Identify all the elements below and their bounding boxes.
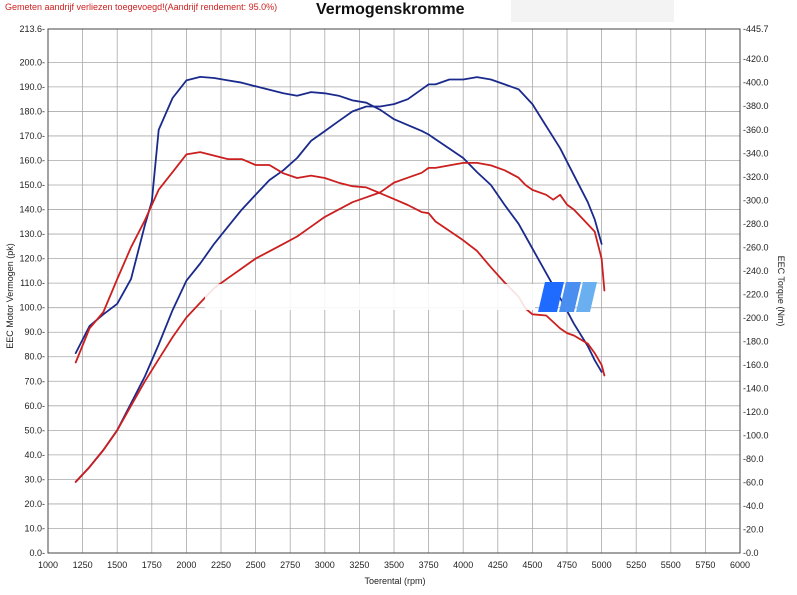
y2-tick-labels: -0.0 -20.0 -40.0 -60.0 -80.0 -100.0 -120.0 -140…	[743, 24, 769, 558]
x-tick-label: 3500	[384, 560, 404, 570]
y2-tick-label: -20.0	[743, 524, 764, 534]
plot-frame	[47, 28, 741, 554]
y-tick-label: 213.6-	[19, 24, 45, 34]
watermark-band	[205, 284, 535, 310]
y2-tick-label: -80.0	[743, 454, 764, 464]
y-tick-label: 130.0-	[19, 229, 45, 239]
y-tick-label: 190.0-	[19, 82, 45, 92]
y2-tick-label: -380.0	[743, 101, 769, 111]
y2-tick-label: -140.0	[743, 383, 769, 393]
y-tick-label: 20.0-	[24, 499, 45, 509]
logo-dark-stripe	[538, 282, 564, 312]
y2-tick-label: -320.0	[743, 172, 769, 182]
x-tick-label: 2500	[246, 560, 266, 570]
series-line-power-blue	[74, 76, 603, 483]
y-tick-label: 180.0-	[19, 106, 45, 116]
y-tick-label: 170.0-	[19, 131, 45, 141]
x-tick-label: 2000	[176, 560, 196, 570]
x-tick-label: 5500	[661, 560, 681, 570]
x-axis-label: Toerental (rpm)	[364, 576, 425, 586]
x-tick-label: 3750	[419, 560, 439, 570]
x-tick-label: 5750	[695, 560, 715, 570]
y2-tick-label: -360.0	[743, 125, 769, 135]
x-tick-label: 1250	[73, 560, 93, 570]
y2-tick-label: -400.0	[743, 78, 769, 88]
y2-tick-label: -120.0	[743, 407, 769, 417]
y2-tick-label: -160.0	[743, 360, 769, 370]
y2-tick-label: -280.0	[743, 219, 769, 229]
y2-tick-label: -240.0	[743, 266, 769, 276]
y-tick-label: 60.0-	[24, 401, 45, 411]
y2-tick-label: -220.0	[743, 289, 769, 299]
y-tick-label: 110.0-	[20, 278, 45, 288]
x-tick-label: 2750	[280, 560, 300, 570]
x-tick-label: 4000	[453, 560, 473, 570]
x-tick-label: 1500	[107, 560, 127, 570]
y-tick-label: 120.0-	[19, 254, 45, 264]
series-line-power-red	[74, 161, 606, 483]
y-axis-label: EEC Motor Vermogen (pk)	[5, 243, 15, 349]
y-tick-label: 0.0-	[29, 548, 45, 558]
y-tick-label: 50.0-	[24, 425, 45, 435]
x-tick-label: 4750	[557, 560, 577, 570]
y2-tick-label: -300.0	[743, 195, 769, 205]
y-tick-label: 90.0-	[24, 327, 45, 337]
y2-tick-label: -180.0	[743, 336, 769, 346]
x-tick-label: 6000	[730, 560, 750, 570]
x-tick-label: 2250	[211, 560, 231, 570]
y-tick-labels: 0.0- 10.0- 20.0- 30.0- 40.0- 50.0- 60.0- 70.0- 8…	[19, 24, 45, 558]
y-tick-label: 150.0-	[19, 180, 45, 190]
y2-tick-label: -445.7	[743, 24, 769, 34]
y-tick-label: 140.0-	[19, 205, 45, 215]
x-tick-label: 3000	[315, 560, 335, 570]
y-tick-label: 30.0-	[24, 474, 45, 484]
y-tick-label: 10.0-	[24, 523, 45, 533]
y2-tick-label: -260.0	[743, 242, 769, 252]
y2-tick-label: -340.0	[743, 148, 769, 158]
logo-light-stripe	[576, 282, 597, 312]
y-tick-label: 80.0-	[24, 352, 45, 362]
y-tick-label: 200.0-	[19, 57, 45, 67]
x-tick-labels: 1000 1250 1500 1750 2000 2250 2500 2750 3000 3250…	[38, 560, 750, 570]
series-line-torque-red	[74, 151, 606, 377]
y2-tick-label: -200.0	[743, 313, 769, 323]
watermark-logo	[205, 282, 597, 312]
x-tick-label: 3250	[349, 560, 369, 570]
logo-mid-stripe	[559, 282, 581, 312]
chart-title: Vermogenskromme	[316, 1, 465, 18]
y2-tick-label: -100.0	[743, 430, 769, 440]
y2-tick-label: -0.0	[743, 548, 759, 558]
x-tick-label: 5250	[626, 560, 646, 570]
x-tick-label: 4250	[488, 560, 508, 570]
y-tick-label: 70.0-	[24, 376, 45, 386]
y-tick-label: 40.0-	[24, 450, 45, 460]
series-line-torque-blue	[74, 76, 603, 373]
series-lines	[74, 76, 606, 483]
drivetrain-loss-note: Gemeten aandrijf verliezen toegevoegd!(A…	[5, 2, 278, 12]
y2-axis-label: EEC Torque (Nm)	[776, 256, 786, 327]
y-tick-label: 100.0-	[19, 303, 45, 313]
x-tick-label: 5000	[592, 560, 612, 570]
y2-tick-label: -60.0	[743, 477, 764, 487]
title-bar-strip	[511, 0, 674, 22]
y-tick-label: 160.0-	[19, 155, 45, 165]
x-tick-label: 1000	[38, 560, 58, 570]
y2-tick-label: -40.0	[743, 501, 764, 511]
x-tick-label: 1750	[142, 560, 162, 570]
x-tick-label: 4500	[522, 560, 542, 570]
y2-tick-label: -420.0	[743, 54, 769, 64]
